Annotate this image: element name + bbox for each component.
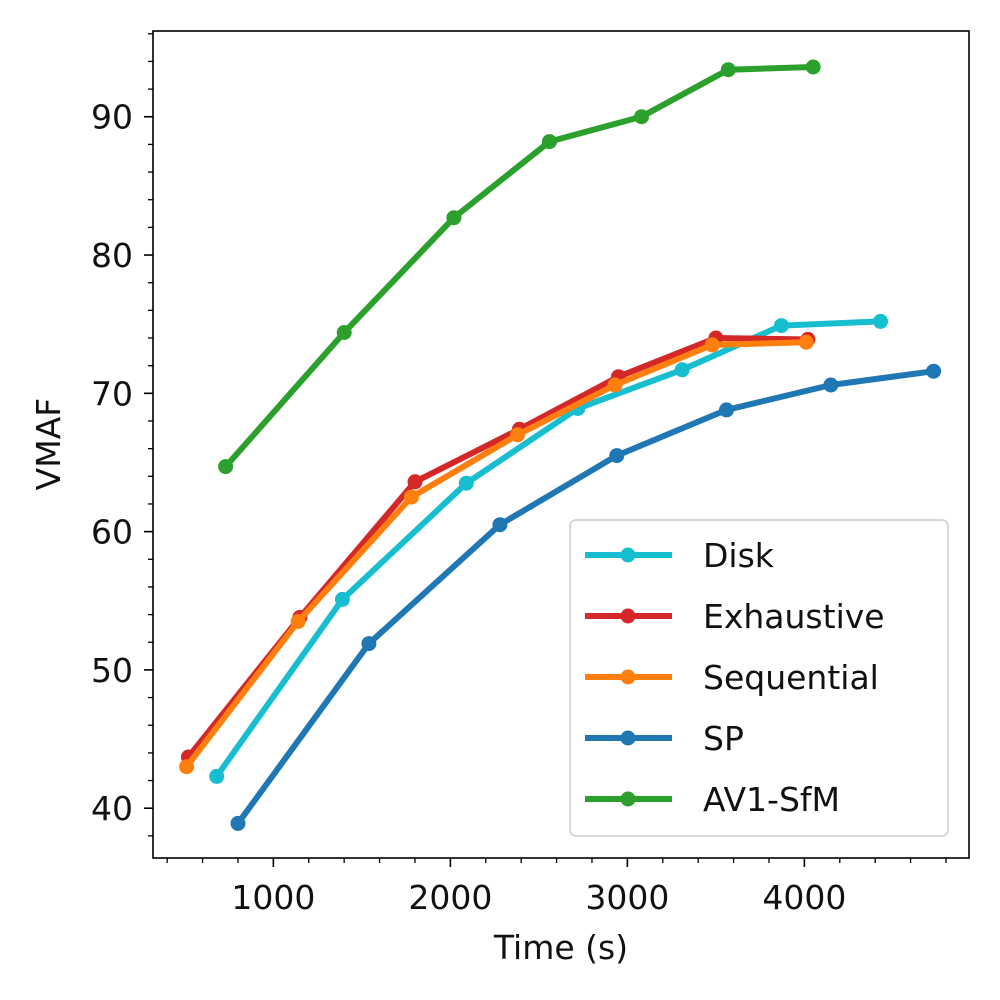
series-av1-sfm xyxy=(218,59,821,475)
data-point-sequential xyxy=(403,489,419,505)
legend-swatch-marker xyxy=(620,669,636,685)
data-point-sp xyxy=(361,636,377,652)
legend-label: Disk xyxy=(703,536,775,575)
data-point-sequential xyxy=(179,759,195,775)
x-tick-label: 1000 xyxy=(231,878,315,917)
x-axis-label: Time (s) xyxy=(493,928,628,967)
y-tick-label: 40 xyxy=(91,789,133,828)
legend-label: Sequential xyxy=(703,658,879,697)
data-point-disk xyxy=(674,362,690,378)
data-point-av1-sfm xyxy=(446,210,462,226)
data-point-av1-sfm xyxy=(805,59,821,75)
data-point-sequential xyxy=(704,337,720,353)
legend-swatch-marker xyxy=(620,547,636,563)
data-point-disk xyxy=(458,475,474,491)
y-tick-label: 80 xyxy=(91,236,133,275)
data-point-disk xyxy=(773,318,789,334)
data-point-av1-sfm xyxy=(218,459,234,475)
data-point-sequential xyxy=(798,334,814,350)
series-sequential xyxy=(179,334,814,775)
y-tick-label: 70 xyxy=(91,374,133,413)
data-point-sp xyxy=(230,815,246,831)
legend-swatch-marker xyxy=(620,608,636,624)
legend-label: Exhaustive xyxy=(703,597,885,636)
x-tick-label: 3000 xyxy=(585,878,669,917)
legend-entry-exhaustive: Exhaustive xyxy=(585,597,885,636)
data-point-disk xyxy=(209,768,225,784)
data-point-av1-sfm xyxy=(336,325,352,340)
legend-label: SP xyxy=(703,719,744,758)
x-tick-label: 2000 xyxy=(408,878,492,917)
data-point-sequential xyxy=(607,377,623,393)
data-point-sequential xyxy=(510,427,526,443)
legend: Disk Exhaustive Sequential SP AV1-SfM xyxy=(569,519,949,837)
axes-layer: 1000 2000 3000 4000 40 50 60 70 80 90 xyxy=(91,30,970,917)
y-tick-label: 60 xyxy=(91,513,133,552)
data-point-disk xyxy=(873,313,888,329)
y-tick-label: 50 xyxy=(91,651,133,690)
data-point-disk xyxy=(334,591,350,607)
data-point-av1-sfm xyxy=(634,109,649,125)
legend-swatch-marker xyxy=(620,791,636,807)
data-point-sp xyxy=(719,402,734,418)
legend-entry-sp: SP xyxy=(585,719,744,758)
series-layer xyxy=(179,59,942,831)
data-point-av1-sfm xyxy=(720,62,736,78)
legend-entry-disk: Disk xyxy=(585,536,775,575)
data-point-sp xyxy=(823,377,839,393)
data-point-sequential xyxy=(290,614,306,629)
legend-box xyxy=(569,519,949,837)
data-point-sp xyxy=(492,517,508,533)
legend-swatch-marker xyxy=(620,730,636,746)
data-point-sp xyxy=(926,363,942,379)
data-point-av1-sfm xyxy=(542,134,557,150)
series-sp xyxy=(230,363,942,831)
data-point-sp xyxy=(609,448,625,464)
y-tick-label: 90 xyxy=(91,98,133,137)
x-tick-label: 4000 xyxy=(762,878,846,917)
data-point-exhaustive xyxy=(407,474,423,490)
legend-entry-av1-sfm: AV1-SfM xyxy=(585,780,840,819)
plot-frame xyxy=(152,30,970,859)
legend-label: AV1-SfM xyxy=(703,780,840,819)
legend-entry-sequential: Sequential xyxy=(585,658,879,697)
y-axis-label: VMAF xyxy=(29,398,68,491)
series-disk xyxy=(209,313,888,784)
